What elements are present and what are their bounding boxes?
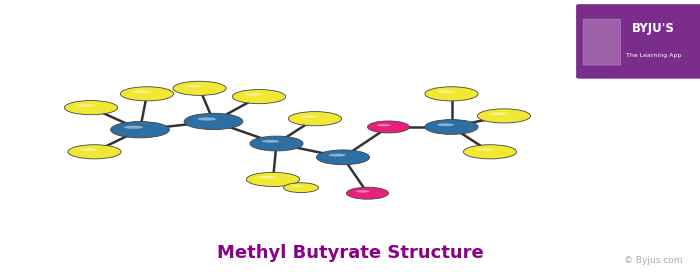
Ellipse shape	[425, 87, 478, 101]
Ellipse shape	[489, 112, 507, 115]
Ellipse shape	[64, 100, 118, 115]
Ellipse shape	[437, 90, 454, 93]
Ellipse shape	[184, 113, 243, 130]
Text: Methyl Butyrate Structure: Methyl Butyrate Structure	[216, 243, 484, 262]
Text: © Byjus.com: © Byjus.com	[624, 256, 682, 265]
Ellipse shape	[262, 140, 279, 143]
Ellipse shape	[300, 115, 318, 118]
Ellipse shape	[328, 154, 346, 156]
Ellipse shape	[258, 176, 276, 179]
Ellipse shape	[463, 145, 517, 159]
Ellipse shape	[425, 120, 478, 134]
FancyBboxPatch shape	[576, 4, 700, 79]
Text: The Learning App: The Learning App	[626, 53, 681, 58]
Ellipse shape	[316, 150, 370, 165]
Ellipse shape	[250, 136, 303, 151]
Ellipse shape	[111, 121, 169, 138]
Ellipse shape	[377, 124, 391, 126]
Ellipse shape	[232, 89, 286, 104]
Ellipse shape	[356, 190, 370, 193]
Text: BYJU'S: BYJU'S	[632, 22, 675, 35]
Ellipse shape	[132, 90, 150, 93]
Ellipse shape	[124, 126, 143, 129]
Ellipse shape	[288, 112, 342, 126]
Ellipse shape	[244, 93, 262, 96]
Ellipse shape	[197, 118, 216, 121]
Ellipse shape	[475, 148, 493, 151]
Ellipse shape	[291, 185, 303, 187]
Ellipse shape	[437, 123, 454, 126]
Ellipse shape	[120, 87, 174, 101]
Ellipse shape	[80, 148, 97, 151]
Ellipse shape	[246, 172, 300, 187]
Ellipse shape	[346, 187, 389, 199]
FancyBboxPatch shape	[583, 19, 621, 65]
Ellipse shape	[76, 104, 94, 107]
Ellipse shape	[185, 85, 202, 87]
Ellipse shape	[68, 145, 121, 159]
Ellipse shape	[173, 81, 226, 95]
Ellipse shape	[368, 121, 409, 133]
Ellipse shape	[477, 109, 531, 123]
Ellipse shape	[284, 183, 318, 193]
